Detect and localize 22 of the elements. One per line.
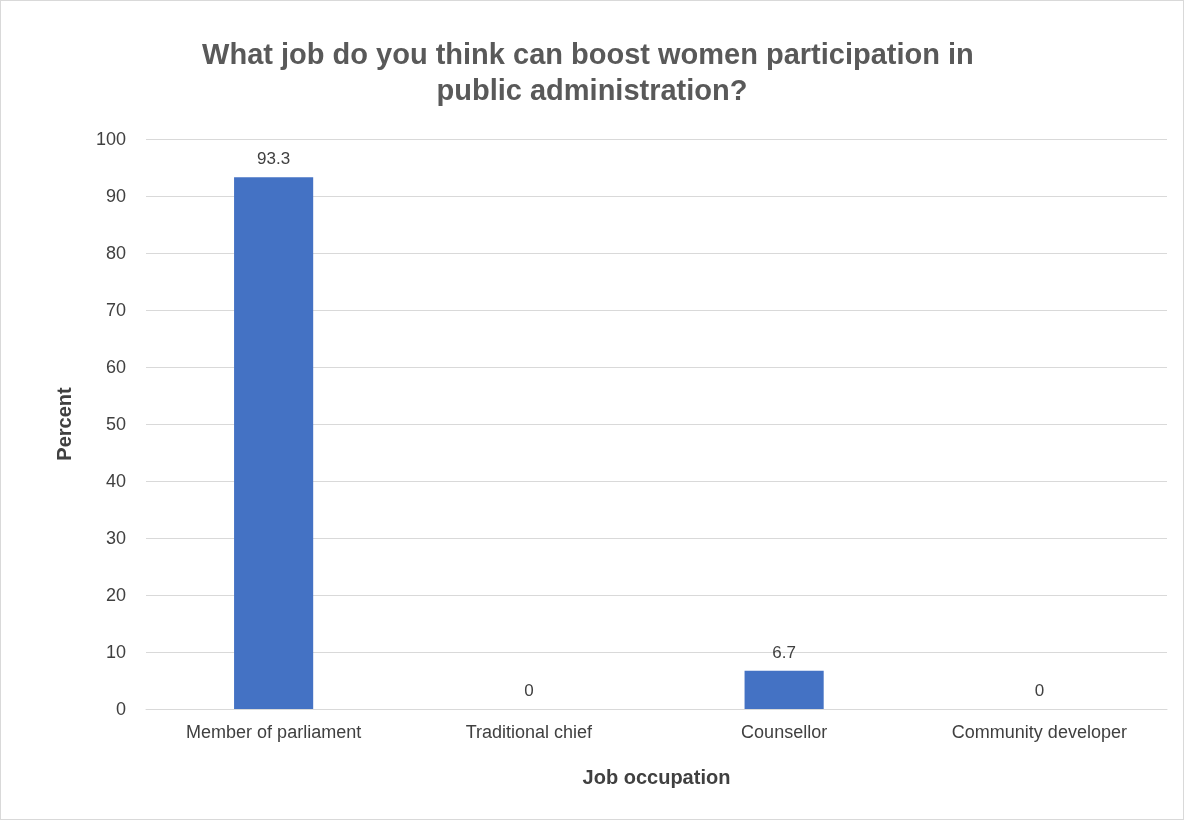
y-tick-label: 90 <box>105 186 126 206</box>
x-tick-label: Traditional chief <box>465 722 594 742</box>
y-tick-label: 100 <box>95 129 126 149</box>
y-tick-label: 30 <box>105 528 126 548</box>
y-tick-label: 0 <box>115 699 126 719</box>
y-tick-label: 10 <box>105 642 126 662</box>
data-label: 6.7 <box>772 642 796 662</box>
y-tick-label: 20 <box>105 585 126 605</box>
x-tick-label: Community developer <box>951 722 1127 742</box>
data-label: 0 <box>524 681 534 700</box>
x-tick-label: Member of parliament <box>186 722 362 742</box>
chart-title: What job do you think can boost women participation in public administration? <box>202 38 982 106</box>
y-tick-label: 80 <box>105 243 126 263</box>
data-label: 93.3 <box>257 149 291 169</box>
y-tick-label: 50 <box>105 414 126 434</box>
y-tick-label: 70 <box>105 300 126 320</box>
x-axis-title: Job occupation <box>582 766 731 788</box>
y-axis-title: Percent <box>53 386 75 461</box>
y-tick-label: 40 <box>105 471 126 491</box>
x-tick-label: Counsellor <box>741 722 828 742</box>
y-tick-label: 60 <box>105 357 126 377</box>
data-label: 0 <box>1034 681 1045 700</box>
